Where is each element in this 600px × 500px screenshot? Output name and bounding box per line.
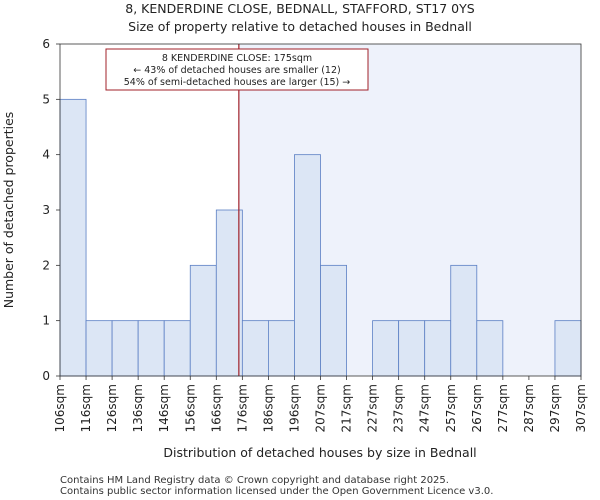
bar-247sqm bbox=[424, 320, 452, 377]
x-tick-label: 307sqm bbox=[574, 384, 588, 432]
x-tick-label: 166sqm bbox=[209, 384, 223, 432]
x-tick-label: 247sqm bbox=[418, 384, 432, 432]
x-tick-label: 116sqm bbox=[79, 384, 93, 432]
y-tick-label: 5 bbox=[42, 92, 50, 106]
y-tick-label: 3 bbox=[42, 203, 50, 217]
x-tick-label: 277sqm bbox=[496, 384, 510, 432]
x-tick-label: 257sqm bbox=[444, 384, 458, 432]
x-tick-label: 156sqm bbox=[183, 384, 197, 432]
bar-116sqm bbox=[85, 320, 113, 377]
bar-227sqm bbox=[372, 320, 400, 377]
x-tick-label: 126sqm bbox=[105, 384, 119, 432]
bar-237sqm bbox=[398, 320, 426, 377]
annotation-line-2: ← 43% of detached houses are smaller (12… bbox=[133, 65, 340, 76]
annotation-line-1: 8 KENDERDINE CLOSE: 175sqm bbox=[162, 53, 312, 64]
annotation-box: 8 KENDERDINE CLOSE: 175sqm ← 43% of deta… bbox=[105, 48, 369, 91]
y-tick-label: 6 bbox=[42, 37, 50, 51]
chart-title: 8, KENDERDINE CLOSE, BEDNALL, STAFFORD, … bbox=[125, 1, 474, 16]
bar-186sqm bbox=[267, 320, 295, 377]
annotation-border bbox=[105, 48, 369, 91]
bar-196sqm bbox=[294, 154, 321, 377]
plot-area: 0 1 2 3 4 5 6 106sqm 116sqm 126sqm 136sqm 146sqm 15… bbox=[42, 37, 588, 432]
x-tick-label: 207sqm bbox=[314, 384, 328, 432]
bar-136sqm bbox=[137, 320, 165, 377]
bar-146sqm bbox=[163, 320, 191, 377]
x-axis-label: Distribution of detached houses by size … bbox=[163, 445, 476, 460]
x-tick-label: 227sqm bbox=[366, 384, 380, 432]
x-tick-label: 146sqm bbox=[157, 384, 171, 432]
bar-156sqm bbox=[189, 264, 217, 377]
y-axis-label: Number of detached properties bbox=[1, 112, 16, 309]
x-tick-label: 237sqm bbox=[392, 384, 406, 432]
annotation-line-3: 54% of semi-detached houses are larger (… bbox=[124, 77, 351, 88]
y-tick-label: 0 bbox=[42, 369, 50, 383]
x-tick-label: 297sqm bbox=[548, 384, 562, 432]
x-tick-label: 106sqm bbox=[53, 384, 67, 432]
x-tick-label: 287sqm bbox=[522, 384, 536, 432]
bars-group bbox=[59, 98, 582, 377]
y-tick-label: 4 bbox=[42, 148, 50, 162]
y-tick-label: 1 bbox=[42, 314, 50, 328]
chart-subtitle: Size of property relative to detached ho… bbox=[128, 19, 472, 34]
bar-207sqm bbox=[320, 264, 347, 377]
x-tick-label: 136sqm bbox=[131, 384, 145, 432]
bar-106sqm bbox=[59, 98, 87, 377]
bar-267sqm bbox=[476, 320, 504, 377]
x-axis-ticks: 106sqm 116sqm 126sqm 136sqm 146sqm 156sqm 166s… bbox=[53, 376, 588, 432]
footer-line-1: Contains HM Land Registry data © Crown c… bbox=[60, 475, 449, 486]
x-tick-label: 217sqm bbox=[340, 384, 354, 432]
x-tick-label: 267sqm bbox=[470, 384, 484, 432]
y-axis-ticks: 0 1 2 3 4 5 6 bbox=[42, 37, 60, 383]
x-tick-label: 196sqm bbox=[287, 384, 301, 432]
x-tick-label: 176sqm bbox=[235, 384, 249, 432]
bar-297sqm bbox=[554, 320, 582, 377]
y-tick-label: 2 bbox=[42, 258, 50, 272]
bar-126sqm bbox=[111, 320, 139, 377]
bar-176sqm bbox=[241, 320, 269, 377]
x-tick-label: 186sqm bbox=[261, 384, 275, 432]
bar-166sqm bbox=[215, 209, 243, 377]
bar-257sqm bbox=[450, 264, 478, 377]
footer-line-2: Contains public sector information licen… bbox=[60, 486, 493, 497]
